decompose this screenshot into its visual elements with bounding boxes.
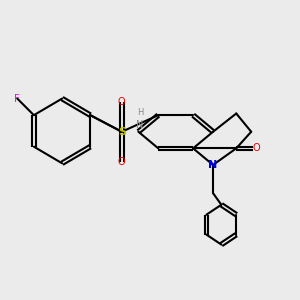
Text: N: N bbox=[136, 121, 144, 130]
Text: N: N bbox=[208, 160, 218, 170]
Text: O: O bbox=[118, 97, 126, 107]
Text: F: F bbox=[14, 94, 20, 103]
Text: H: H bbox=[137, 109, 143, 118]
Text: O: O bbox=[253, 143, 260, 153]
Text: O: O bbox=[118, 157, 126, 166]
Text: S: S bbox=[118, 127, 126, 137]
